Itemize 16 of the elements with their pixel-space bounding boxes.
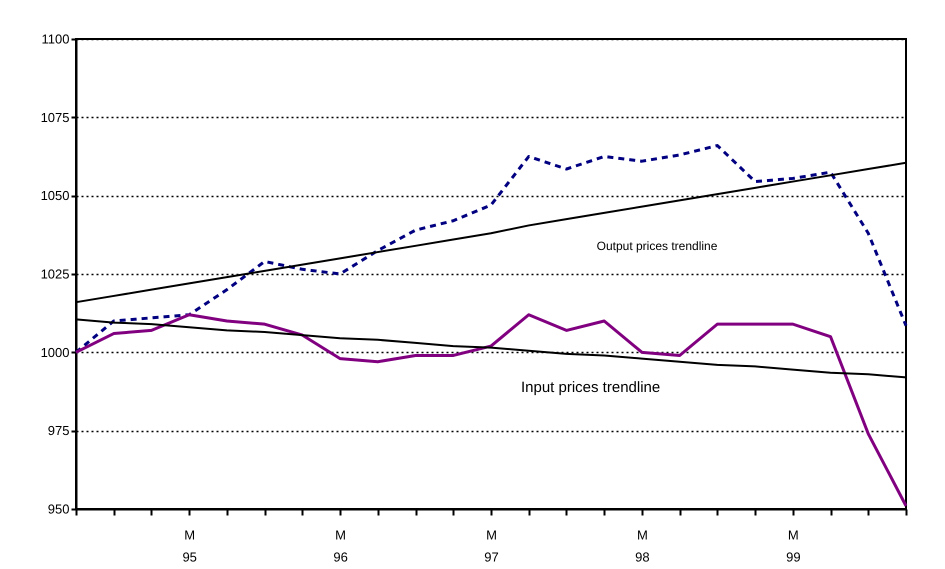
y-tick-label: 1025: [40, 266, 70, 282]
y-tick-label: 1100: [42, 32, 70, 46]
y-tick-label: 975: [48, 423, 70, 438]
annotation: Output prices trendline: [596, 238, 718, 253]
line-series: [74, 313, 908, 508]
x-tick-label: M 97: [484, 528, 499, 564]
x-tick-label: M 96: [333, 528, 348, 564]
x-tick-label: M 95: [182, 528, 197, 564]
y-tick-label: 950: [48, 502, 70, 516]
y-tick-label: 1075: [40, 110, 70, 125]
line-series: [74, 144, 908, 354]
x-tick-label: M 99: [786, 528, 801, 564]
y-tick-label: 1050: [40, 188, 70, 204]
x-tick-label: M 98: [635, 528, 650, 564]
y-tick-label: 1000: [40, 344, 70, 360]
annotation: Input prices trendline: [520, 378, 660, 396]
